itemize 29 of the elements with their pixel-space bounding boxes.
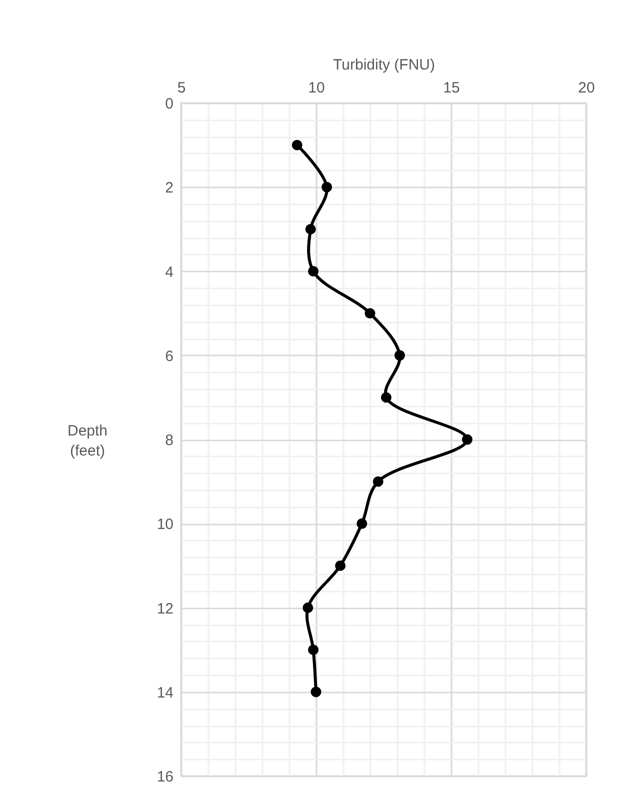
y-tick-label: 16 bbox=[156, 768, 174, 786]
y-tick-label: 6 bbox=[165, 348, 174, 365]
point bbox=[322, 182, 332, 192]
x-tick-label: 5 bbox=[177, 80, 186, 96]
x-tick-label: 20 bbox=[578, 80, 595, 96]
point bbox=[335, 560, 346, 571]
point bbox=[356, 518, 368, 529]
y-tick-label: 14 bbox=[156, 684, 174, 702]
y-axis-title: Depth (feet) bbox=[67, 422, 108, 460]
y-tick-label: 8 bbox=[165, 432, 174, 449]
point bbox=[462, 434, 472, 445]
point bbox=[308, 644, 319, 656]
point bbox=[364, 308, 376, 319]
point bbox=[292, 140, 302, 150]
x-tick-label: 15 bbox=[443, 80, 460, 96]
x-tick-label: 10 bbox=[308, 80, 325, 96]
y-tick-label: 12 bbox=[156, 600, 174, 618]
point bbox=[302, 602, 314, 613]
point bbox=[394, 350, 405, 361]
y-tick-label: 0 bbox=[165, 96, 174, 112]
point bbox=[305, 224, 316, 234]
y-tick-label: 2 bbox=[165, 180, 174, 197]
point bbox=[380, 392, 392, 403]
y-tick-label: 4 bbox=[165, 264, 174, 281]
point bbox=[372, 476, 384, 487]
point bbox=[310, 686, 322, 698]
x-axis-title: Turbidity (FNU) bbox=[333, 56, 435, 74]
point bbox=[308, 266, 319, 276]
y-tick-label: 10 bbox=[156, 516, 174, 534]
